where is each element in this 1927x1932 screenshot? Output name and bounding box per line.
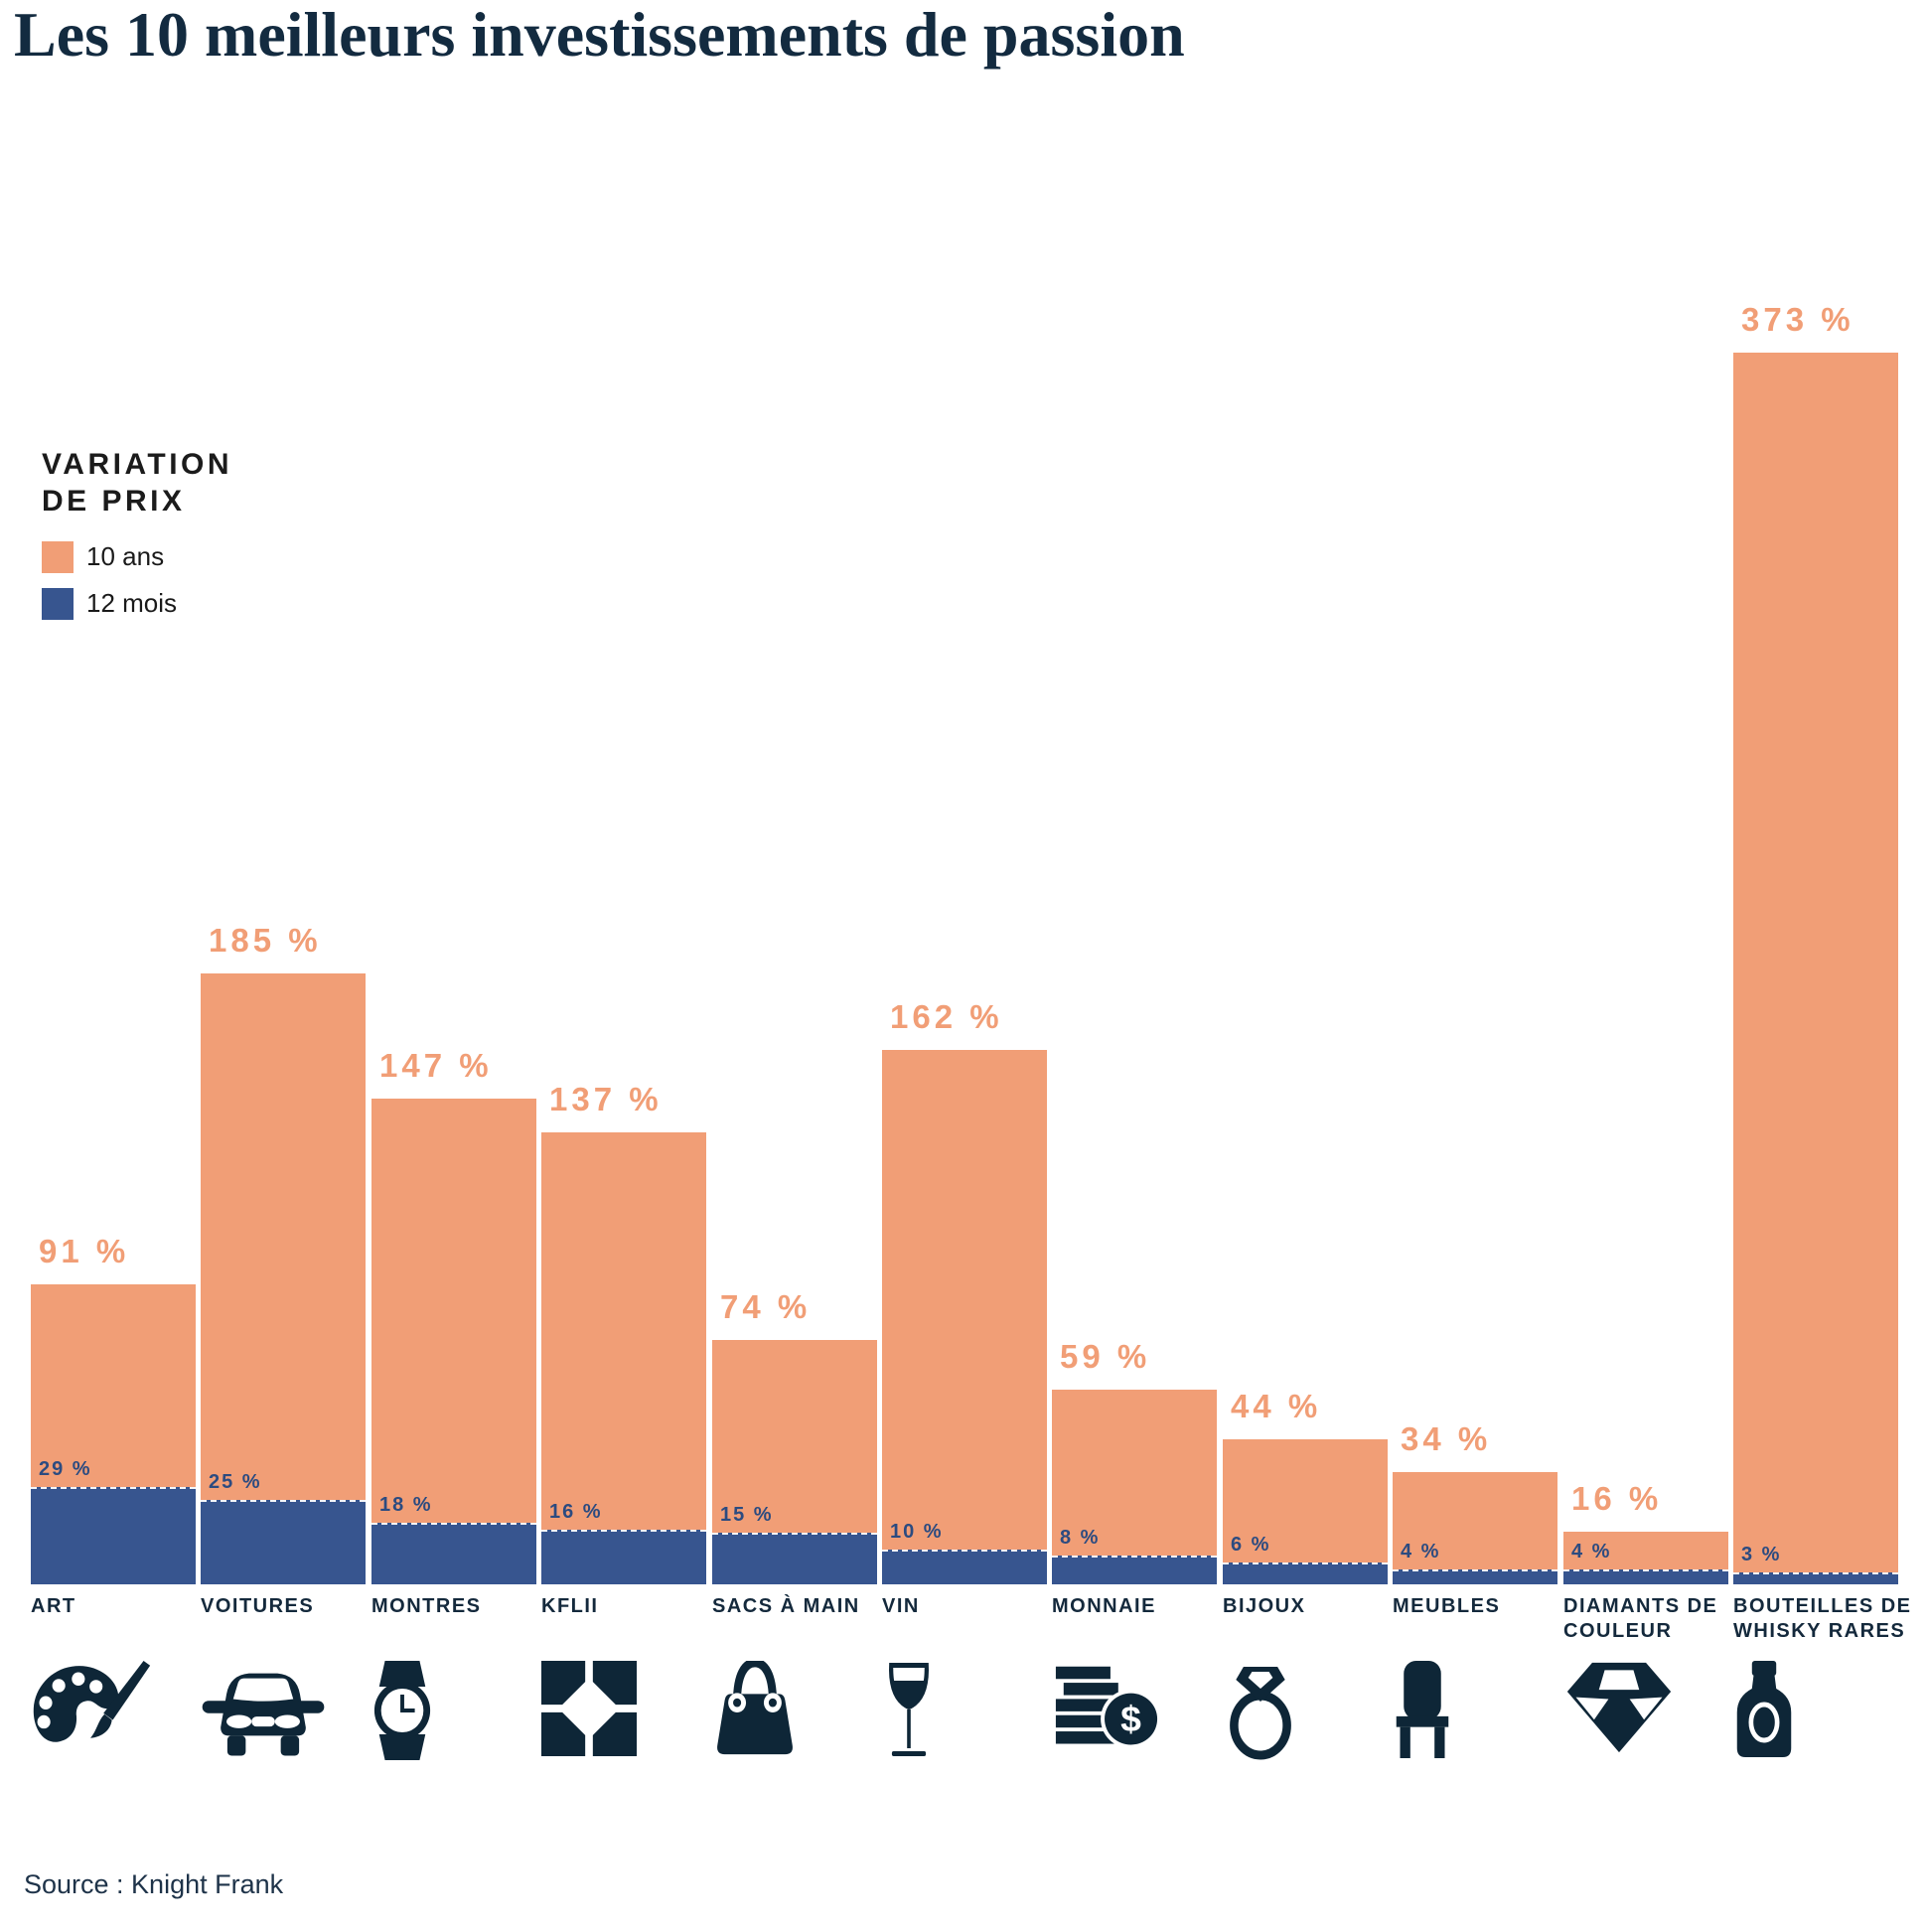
value-label-10-ans: 185 % (209, 922, 322, 959)
category-label-montres: MONTRES (371, 1595, 482, 1617)
legend-swatch-12-mois (42, 587, 74, 620)
chart-column-bouteilles-de-whisky-rares: 373 % 3 % BOUTEILLES DE WHISKY RARES (1733, 301, 1910, 1757)
value-label-12-mois: 4 % (1401, 1541, 1441, 1562)
bar-10-ans-voitures: 185 % (201, 922, 366, 1584)
value-label-10-ans: 16 % (1571, 1480, 1663, 1517)
bar-10-ans-montres: 147 % (371, 1047, 536, 1584)
value-label-10-ans: 147 % (379, 1047, 493, 1084)
chair-icon (1393, 1661, 1452, 1758)
chart-column-sacs-main: 74 % 15 % SACS À MAIN (712, 348, 877, 1755)
bar-12-mois-voitures: 25 % (201, 1471, 366, 1584)
bar-10-ans-bouteilles-de-whisky-rares: 373 % (1733, 301, 1898, 1584)
chart-column-meubles: 34 % 4 % MEUBLES (1393, 348, 1557, 1758)
bar-12-mois-meubles: 4 % (1393, 1541, 1557, 1584)
value-label-12-mois: 8 % (1060, 1527, 1101, 1549)
value-label-10-ans: 162 % (890, 998, 1003, 1035)
value-label-10-ans: 59 % (1060, 1338, 1151, 1375)
legend-item-12-mois: 12 mois (42, 587, 232, 620)
category-label-monnaie: MONNAIE (1052, 1595, 1156, 1617)
watch-icon (371, 1661, 433, 1760)
value-label-10-ans: 373 % (1741, 301, 1854, 338)
category-label-voitures: VOITURES (201, 1595, 315, 1617)
chart-column-voitures: 185 % 25 % VOITURES (201, 348, 366, 1756)
value-label-12-mois: 16 % (549, 1501, 603, 1523)
chart-column-monnaie: 59 % 8 % MONNAIE $ (1052, 348, 1217, 1749)
legend-item-10-ans: 10 ans (42, 540, 232, 573)
bar-12-mois-kflii: 16 % (541, 1501, 706, 1584)
category-label-meubles: MEUBLES (1393, 1595, 1501, 1617)
bar-12-mois-sacs-main: 15 % (712, 1504, 877, 1584)
category-label-bouteilles-de-whisky-rares: BOUTEILLES DE WHISKY RARES (1733, 1595, 1912, 1642)
chart-column-vin: 162 % 10 % VIN (882, 348, 1047, 1756)
bar-12-mois-art: 29 % (31, 1458, 196, 1584)
bar-10-ans-vin: 162 % (882, 998, 1047, 1584)
source-credit: Source : Knight Frank (24, 1869, 284, 1899)
svg-text:$: $ (1120, 1699, 1141, 1739)
category-label-vin: VIN (882, 1595, 920, 1617)
chart-column-art: 91 % 29 % ART (31, 348, 196, 1742)
bar-12-mois-bouteilles-de-whisky-rares: 3 % (1733, 1544, 1898, 1584)
bar-10-ans-monnaie: 59 % (1052, 1338, 1217, 1584)
bar-10-ans-bijoux: 44 % (1223, 1388, 1388, 1584)
chart-column-diamants-de-couleur: 16 % 4 % DIAMANTS DE COULEUR (1563, 348, 1728, 1753)
legend-title-line2: DE PRIX (42, 484, 186, 518)
legend-title-line1: VARIATION (42, 448, 233, 481)
legend: VARIATION DE PRIX 10 ans 12 mois (42, 447, 232, 620)
handbag-icon (712, 1661, 798, 1758)
kflii-icon (541, 1661, 637, 1756)
bar-12-mois-vin: 10 % (882, 1521, 1047, 1584)
value-label-10-ans: 137 % (549, 1081, 663, 1117)
chart-column-kflii: 137 % 16 % KFLII (541, 348, 706, 1756)
category-label-kflii: KFLII (541, 1595, 599, 1617)
category-label-diamants-de-couleur: DIAMANTS DE COULEUR (1563, 1595, 1718, 1642)
category-label-bijoux: BIJOUX (1223, 1595, 1306, 1617)
value-label-12-mois: 29 % (39, 1458, 92, 1480)
bar-12-mois-diamants-de-couleur: 4 % (1563, 1541, 1728, 1584)
wine-glass-icon (882, 1661, 936, 1760)
value-label-10-ans: 74 % (720, 1288, 812, 1325)
legend-title: VARIATION DE PRIX (42, 447, 232, 520)
chart-column-bijoux: 44 % 6 % BIJOUX (1223, 348, 1388, 1760)
bar-10-ans-kflii: 137 % (541, 1081, 706, 1584)
category-label-sacs-main: SACS À MAIN (712, 1595, 860, 1617)
bar-10-ans-meubles: 34 % (1393, 1420, 1557, 1584)
bar-12-mois-montres: 18 % (371, 1494, 536, 1584)
coins-icon: $ (1052, 1661, 1161, 1756)
value-label-12-mois: 6 % (1231, 1534, 1271, 1556)
category-label-art: ART (31, 1595, 76, 1617)
value-label-12-mois: 25 % (209, 1471, 262, 1493)
legend-label-12-mois: 12 mois (86, 588, 178, 619)
bar-12-mois-monnaie: 8 % (1052, 1527, 1217, 1584)
value-label-12-mois: 3 % (1741, 1544, 1782, 1565)
value-label-12-mois: 4 % (1571, 1541, 1612, 1562)
chart-column-montres: 147 % 18 % MONTRES (371, 348, 536, 1760)
car-icon (201, 1661, 326, 1758)
legend-swatch-10-ans (42, 540, 74, 573)
chart-title: Les 10 meilleurs investissements de pass… (14, 0, 1185, 70)
value-label-10-ans: 91 % (39, 1233, 130, 1269)
legend-label-10-ans: 10 ans (86, 541, 165, 572)
ring-icon (1223, 1661, 1298, 1760)
value-label-12-mois: 10 % (890, 1521, 944, 1543)
palette-icon (31, 1661, 152, 1756)
whisky-bottle-icon (1733, 1661, 1795, 1760)
value-label-12-mois: 18 % (379, 1494, 433, 1516)
value-label-10-ans: 34 % (1401, 1420, 1492, 1457)
bar-12-mois-bijoux: 6 % (1223, 1534, 1388, 1584)
value-label-10-ans: 44 % (1231, 1388, 1322, 1424)
value-label-12-mois: 15 % (720, 1504, 774, 1526)
diamond-icon (1563, 1661, 1675, 1754)
